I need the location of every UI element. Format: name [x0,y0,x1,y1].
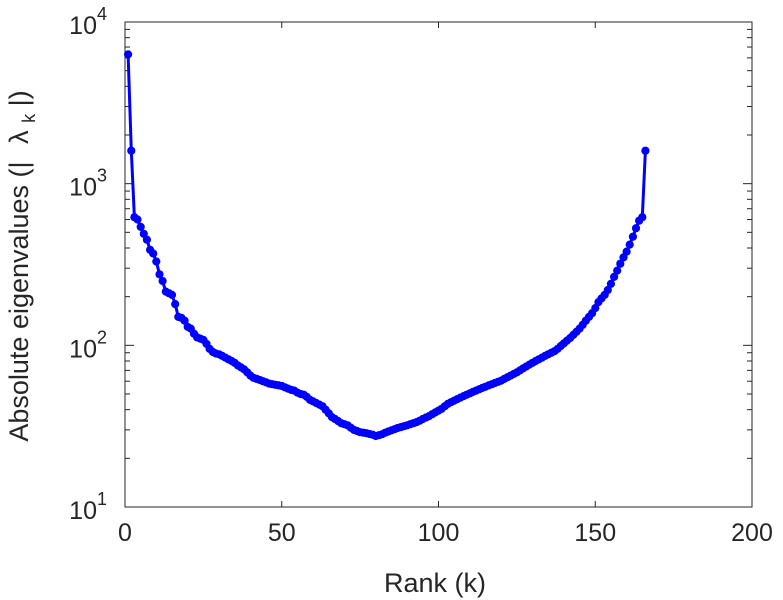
data-point [133,215,142,224]
data-point [152,257,161,266]
data-point [171,300,180,309]
data-point [631,224,641,233]
y-axis-label-subscript: k [19,113,39,123]
data-point [641,146,650,155]
x-tick-label: 100 [418,519,460,547]
data-point [610,272,619,281]
series-line [126,54,647,438]
x-tick-label: 0 [118,519,132,547]
y-tick-label: 103 [69,166,107,202]
data-point [158,276,167,286]
data-point [155,270,164,279]
y-axis-label-prefix: Absolute eigenvalues (| [4,161,34,441]
data-point [613,266,622,275]
data-point [616,259,625,268]
y-tick-label-exponent: 3 [97,166,107,186]
data-point [622,247,631,256]
data-point [628,232,638,241]
label-layer: Rank (k) Absolute eigenvalues (| λ k |) [4,90,486,598]
y-tick-label: 104 [69,4,107,40]
y-tick-label-exponent: 4 [97,4,107,24]
x-tick-label: 200 [731,519,773,547]
y-tick-label: 102 [69,327,107,363]
plot-layer [124,50,650,441]
data-point [149,249,158,258]
x-tick-label: 50 [268,519,296,547]
data-point [625,240,634,249]
data-point [124,50,133,59]
data-point [136,222,145,231]
y-axis-label-lambda: λ [4,130,34,144]
y-axis-label-suffix: |) [4,90,34,106]
data-point [167,290,177,299]
x-axis-label: Rank (k) [384,568,486,598]
y-tick-label-base: 10 [69,335,97,363]
y-tick-label: 101 [69,489,107,525]
y-tick-label-exponent: 2 [97,327,107,347]
data-point [142,235,151,244]
plot-frame [124,21,753,508]
x-tick-label: 150 [574,519,616,547]
data-point [638,213,647,222]
data-point [127,146,136,155]
y-axis-label: Absolute eigenvalues (| λ k |) [4,90,41,441]
y-tick-label-base: 10 [69,12,97,40]
y-tick-label-base: 10 [69,174,97,202]
data-point [606,279,616,288]
y-tick-label-exponent: 1 [97,489,107,509]
y-tick-label-base: 10 [69,497,97,525]
